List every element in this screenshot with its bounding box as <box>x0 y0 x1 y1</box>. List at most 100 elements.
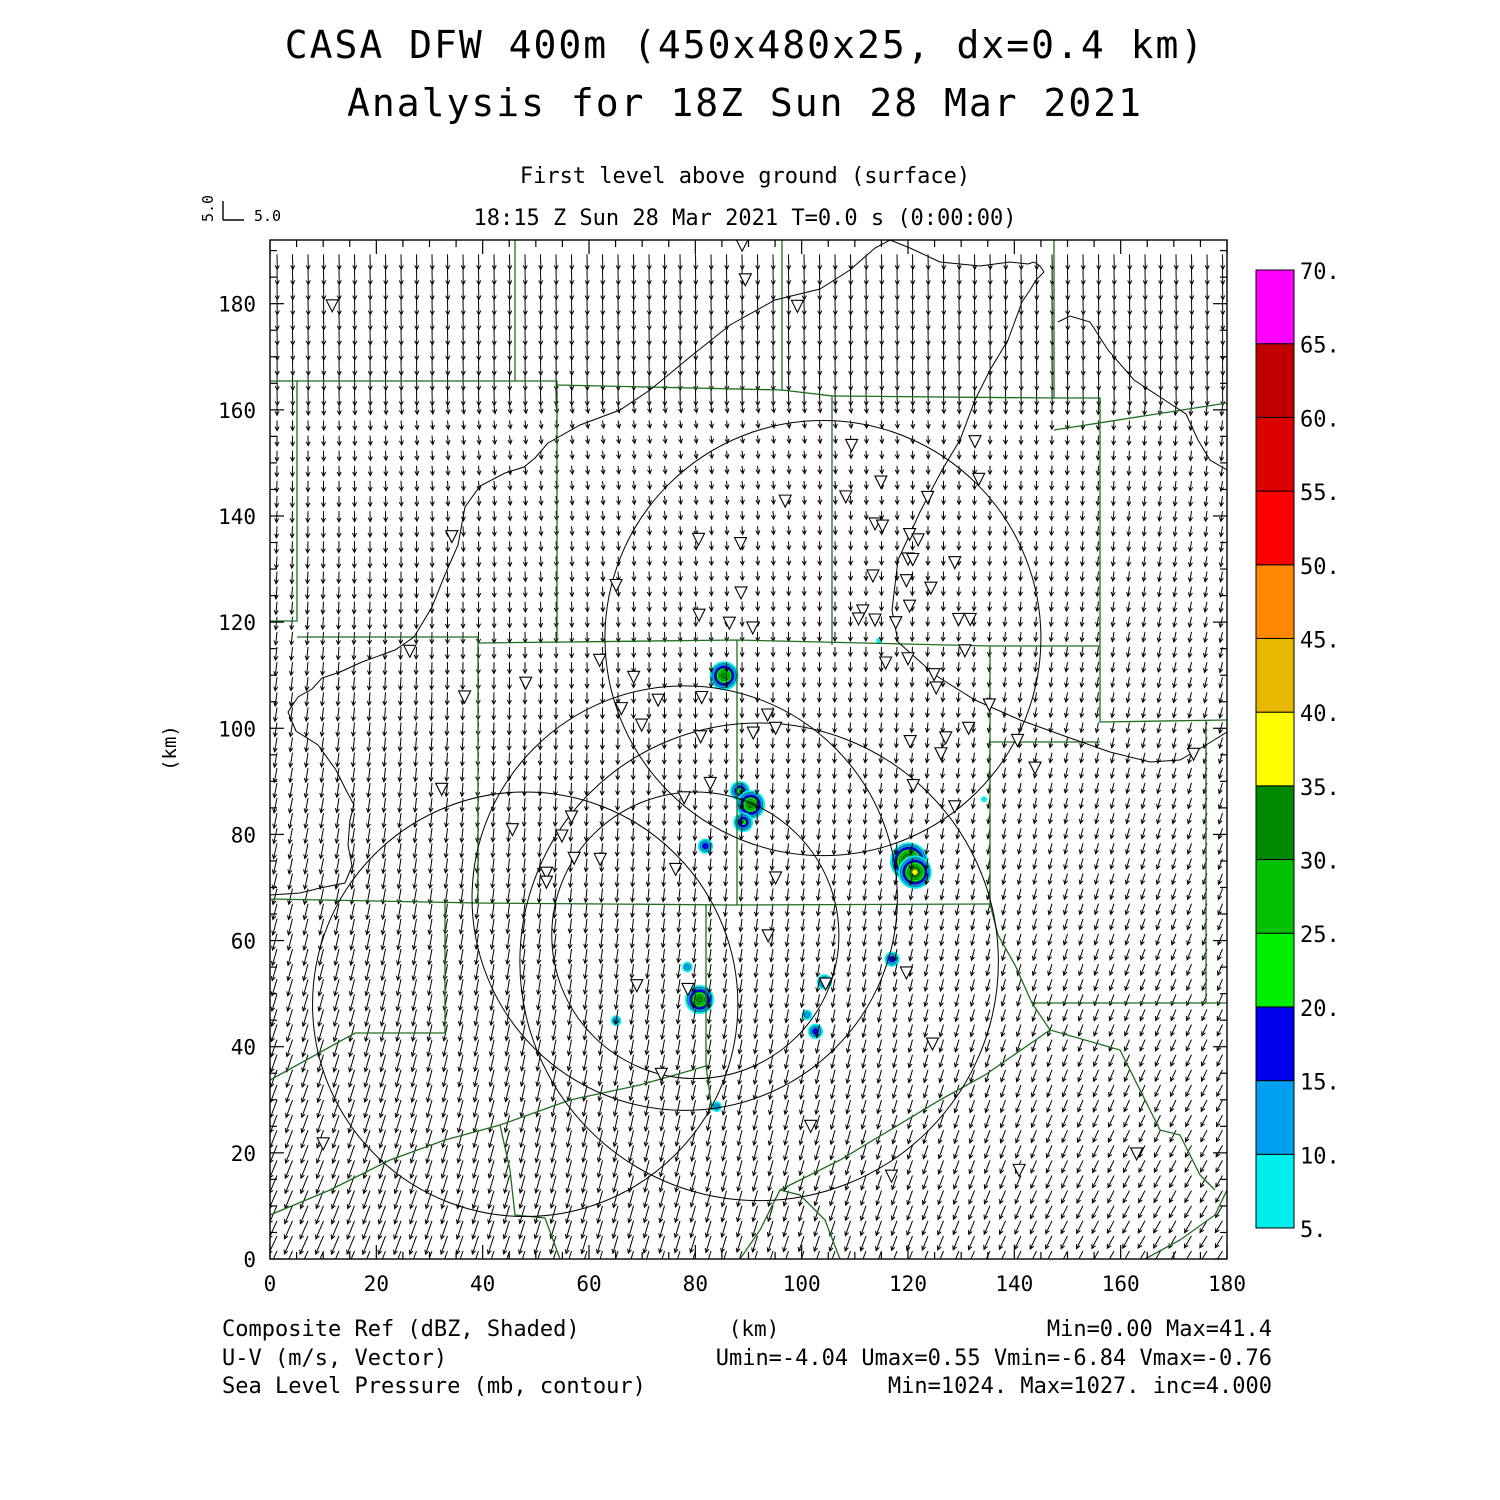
wind-vector <box>398 390 404 407</box>
wind-vector <box>518 1175 526 1194</box>
wind-vector <box>393 1190 402 1210</box>
wind-vector <box>801 541 807 551</box>
wind-vector <box>472 1160 479 1179</box>
wind-vector <box>1033 556 1039 567</box>
wind-vector <box>615 601 621 613</box>
wind-vector <box>863 344 869 362</box>
wind-vector <box>1158 344 1164 362</box>
wind-vector <box>523 405 529 415</box>
wind-vector <box>798 1130 805 1146</box>
wind-vector <box>847 843 853 856</box>
wind-vector <box>538 284 544 301</box>
wind-vector <box>661 752 667 766</box>
wind-vector <box>1080 435 1086 446</box>
wind-vector <box>1217 812 1223 825</box>
wind-vector <box>488 1084 495 1103</box>
wind-vector <box>876 1099 882 1115</box>
wind-vector <box>661 767 667 781</box>
wind-vector <box>723 858 729 872</box>
wind-vector <box>894 329 900 347</box>
wind-vector <box>645 858 651 873</box>
wind-vector <box>983 1235 991 1251</box>
station-marker <box>654 1067 669 1082</box>
wind-vector <box>1217 843 1223 856</box>
wind-vector <box>300 1130 309 1149</box>
wind-vector <box>723 782 729 796</box>
wind-vector <box>847 828 853 841</box>
wind-vector <box>383 450 389 462</box>
wind-vector <box>753 903 759 918</box>
wind-vector <box>1126 541 1132 553</box>
wind-vector <box>283 1220 293 1240</box>
wind-vector <box>1189 314 1195 331</box>
wind-vector <box>628 1099 634 1117</box>
station-marker <box>681 982 695 997</box>
wind-vector <box>487 1190 495 1210</box>
wind-vector <box>615 556 621 567</box>
wind-vector <box>659 1054 665 1071</box>
wind-vector <box>1078 812 1084 825</box>
wind-vector <box>724 269 730 286</box>
wind-vector <box>1002 692 1008 703</box>
wind-vector <box>538 571 544 583</box>
wind-vector <box>970 918 976 931</box>
wind-vector <box>331 1130 340 1149</box>
wind-vector <box>1062 1039 1068 1053</box>
wind-vector <box>1199 1220 1208 1234</box>
wind-vector <box>476 284 482 301</box>
wind-vector <box>722 994 728 1009</box>
wind-vector <box>534 1145 541 1164</box>
wind-vector <box>393 1205 402 1225</box>
wind-vector <box>786 511 792 521</box>
wind-vector <box>442 1039 448 1058</box>
wind-vector <box>814 1084 820 1100</box>
wind-vector <box>1172 571 1178 583</box>
wind-vector <box>1199 1235 1208 1249</box>
wind-vector <box>677 299 683 316</box>
wind-vector <box>379 1069 386 1088</box>
wind-vector <box>1186 843 1192 855</box>
wind-vector <box>476 480 482 492</box>
wind-vector <box>1138 1114 1146 1128</box>
wind-vector <box>831 918 837 932</box>
wind-vector <box>553 752 559 766</box>
wind-vector <box>631 299 637 316</box>
wind-vector <box>1079 571 1085 582</box>
wind-vector <box>473 1009 479 1027</box>
wind-vector <box>693 480 699 490</box>
wind-vector <box>538 586 544 598</box>
wind-vector <box>786 450 792 460</box>
wind-vector <box>1156 601 1162 613</box>
wind-vector <box>382 677 388 691</box>
wind-vector <box>813 1235 820 1253</box>
station-marker <box>911 533 925 548</box>
wind-vector <box>894 495 900 506</box>
wind-vector <box>583 918 589 934</box>
wind-vector <box>504 1039 510 1057</box>
wind-vector <box>1014 1220 1022 1235</box>
county-boundary <box>1053 402 1227 431</box>
wind-vector <box>786 465 792 475</box>
wind-vector <box>352 254 358 271</box>
wind-vector <box>271 888 278 906</box>
wind-vector <box>1188 465 1194 477</box>
wind-vector <box>708 571 714 582</box>
wind-vector <box>487 1220 495 1240</box>
wind-vector <box>534 1114 541 1133</box>
wind-vector <box>752 1160 758 1177</box>
wind-vector <box>786 344 792 362</box>
station-marker <box>899 574 914 588</box>
wind-vector <box>290 269 296 286</box>
wind-vector <box>270 1039 278 1058</box>
wind-vector <box>662 465 668 475</box>
wind-vector <box>1155 948 1161 961</box>
wind-vector <box>566 1084 572 1103</box>
wind-vector <box>334 873 340 890</box>
wind-vector <box>414 586 419 599</box>
wind-vector <box>690 1069 696 1086</box>
wind-vector <box>408 1220 417 1241</box>
wind-vector <box>1076 1205 1084 1220</box>
wind-vector <box>753 994 759 1009</box>
wind-vector <box>502 1220 510 1240</box>
station-marker <box>444 530 459 544</box>
